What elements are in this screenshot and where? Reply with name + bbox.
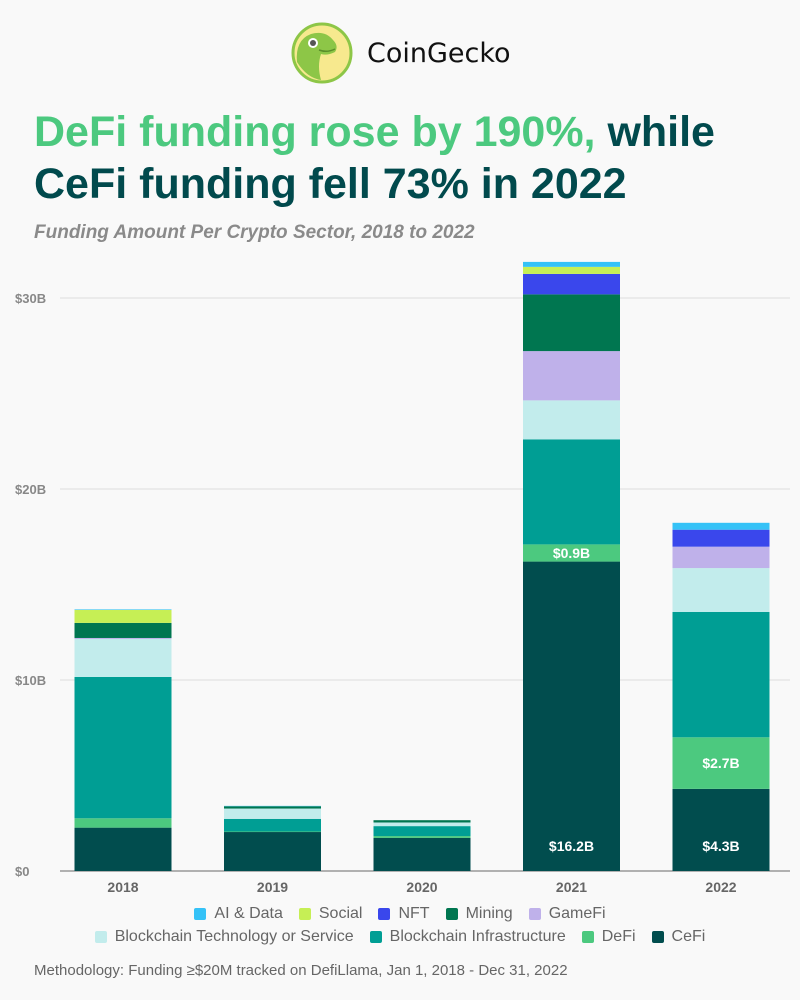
legend-swatch	[651, 931, 664, 943]
bar-segment-gamefi	[672, 546, 770, 569]
bar-segment-defi	[74, 818, 172, 828]
legend-row: Blockchain Technology or Service Blockcha…	[0, 928, 800, 946]
legend-item: Social	[298, 905, 363, 923]
methodology-note: Methodology: Funding ≥$20M tracked on De…	[34, 962, 568, 979]
bar-segment-blockchain-infrastructure	[373, 826, 471, 837]
bar-segment-blockchain-infrastructure	[74, 676, 172, 819]
bar-segment-gamefi	[523, 351, 620, 401]
y-tick-label: $30B	[15, 291, 46, 306]
y-tick-label: $0	[15, 864, 29, 879]
legend-label: Blockchain Infrastructure	[389, 928, 566, 945]
legend-swatch	[445, 908, 458, 920]
bar-segment-mining	[224, 806, 321, 809]
x-tick-label: 2018	[107, 879, 138, 895]
headline-highlight: DeFi funding rose by 190%,	[34, 108, 596, 156]
legend-swatch	[528, 908, 541, 920]
bar-segment-blockchain-infrastructure	[672, 612, 770, 738]
bar-segment-ai-data	[74, 609, 172, 610]
data-label: $4.3B	[702, 838, 739, 854]
brand-header: CoinGecko	[291, 22, 511, 84]
headline-line2: CeFi funding fell 73% in 2022	[34, 160, 627, 208]
x-tick-label: 2019	[257, 879, 288, 895]
bar-segment-cefi	[523, 561, 620, 871]
bar-segment-blockchain-infrastructure	[224, 818, 321, 832]
bar-segment-nft	[672, 529, 770, 547]
bar-segment-cefi	[224, 832, 321, 871]
legend-item: NFT	[378, 905, 430, 923]
headline-line1: DeFi funding rose by 190%, while	[34, 106, 715, 158]
bar-segment-social	[523, 266, 620, 274]
bar-segment-mining	[523, 294, 620, 352]
bar-segment-social	[74, 609, 172, 623]
legend-item: DeFi	[581, 928, 636, 946]
bar-segment-ai-data	[672, 522, 770, 530]
legend-swatch	[194, 908, 207, 920]
bar-segment-mining	[74, 622, 172, 638]
legend-item: Blockchain Infrastructure	[369, 928, 566, 946]
legend-item: AI & Data	[194, 905, 283, 923]
bar-segment-blockchain-technology-or-service	[74, 638, 172, 677]
bar-segment-defi	[672, 737, 770, 789]
bar-segment-defi	[523, 544, 620, 562]
bar-segment-cefi	[373, 837, 471, 871]
legend-label: AI & Data	[214, 905, 283, 922]
data-label: $16.2B	[549, 838, 594, 854]
legend-label: DeFi	[601, 928, 636, 945]
brand-name: CoinGecko	[367, 37, 511, 69]
legend-swatch	[581, 931, 594, 943]
bar-segment-gamefi	[74, 637, 172, 639]
legend-item: Blockchain Technology or Service	[94, 928, 354, 946]
bar-segment-blockchain-technology-or-service	[373, 822, 471, 827]
bar-segment-blockchain-technology-or-service	[672, 568, 770, 613]
legend-row: AI & Data Social NFT Mining GameFi	[0, 905, 800, 923]
bar-segment-mining	[373, 820, 471, 823]
legend-swatch	[298, 908, 311, 920]
legend-label: Social	[318, 905, 363, 922]
bar-segment-cefi	[672, 788, 770, 871]
x-tick-label: 2022	[705, 879, 736, 895]
legend-swatch	[378, 908, 391, 920]
bar-segment-ai-data	[523, 261, 620, 267]
legend-label: NFT	[398, 905, 430, 922]
bar-segment-blockchain-technology-or-service	[224, 808, 321, 819]
y-tick-label: $20B	[15, 482, 46, 497]
legend-swatch	[369, 931, 382, 943]
legend-item: CeFi	[651, 928, 706, 946]
y-tick-label: $10B	[15, 673, 46, 688]
bar-segment-defi	[224, 831, 321, 833]
legend-item: GameFi	[528, 905, 606, 923]
chart-subtitle: Funding Amount Per Crypto Sector, 2018 t…	[34, 222, 475, 243]
legend-label: Mining	[465, 905, 513, 922]
data-label: $2.7B	[702, 755, 739, 771]
gecko-logo-icon	[291, 22, 353, 84]
headline: DeFi funding rose by 190%, while CeFi fu…	[34, 106, 715, 210]
bar-segment-blockchain-technology-or-service	[523, 400, 620, 440]
x-tick-label: 2020	[406, 879, 437, 895]
bar-segment-cefi	[74, 827, 172, 871]
bar-segment-blockchain-infrastructure	[523, 439, 620, 545]
bar-segment-nft	[523, 273, 620, 295]
legend-swatch	[94, 931, 107, 943]
x-tick-label: 2021	[556, 879, 587, 895]
legend-label: Blockchain Technology or Service	[114, 928, 354, 945]
bar-segment-defi	[373, 836, 471, 838]
legend-label: CeFi	[671, 928, 706, 945]
legend-label: GameFi	[548, 905, 606, 922]
headline-line1-rest: while	[595, 108, 715, 156]
legend-item: Mining	[445, 905, 513, 923]
data-label: $0.9B	[553, 545, 590, 561]
